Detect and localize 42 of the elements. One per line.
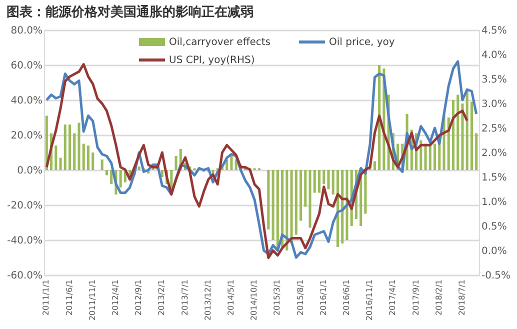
x-tick-label: 2014/10/1 (250, 280, 259, 321)
y-tick-label: 0.0% (17, 166, 42, 176)
x-tick-label: 2016/6/1 (342, 280, 351, 316)
y2-tick-label: 3.0% (482, 99, 507, 110)
legend-label: Oil price, yoy (329, 37, 395, 48)
y2-tick-label: 0.0% (482, 246, 507, 257)
y2-tick-label: 3.5% (482, 74, 507, 86)
y2-tick-label: -0.5% (482, 270, 511, 282)
y2-tick-label: 4.0% (482, 50, 507, 61)
legend-label: US CPI, yoy(RHS) (169, 55, 255, 66)
x-tick-label: 2015/8/1 (296, 280, 305, 316)
y2-tick-label: 2.0% (482, 148, 507, 159)
x-tick-label: 2011/11/1 (88, 280, 97, 321)
x-tick-label: 2018/2/1 (434, 280, 444, 316)
x-tick-label: 2012/9/1 (134, 280, 144, 316)
legend-label: Oil,carryover effects (169, 37, 270, 48)
x-tick-label: 2014/5/1 (226, 280, 236, 316)
y-tick-label: 40.0% (10, 96, 42, 106)
x-tick-label: 2012/4/1 (110, 280, 120, 316)
x-tick-label: 2011/6/1 (64, 280, 74, 316)
y-tick-label: -20.0% (7, 200, 42, 212)
y-tick-label: -40.0% (7, 236, 42, 246)
x-tick-label: 2013/2/1 (157, 280, 166, 316)
y2-tick-label: 1.0% (482, 197, 507, 208)
x-tick-label: 2017/4/1 (388, 280, 398, 316)
x-tick-label: 2018/7/1 (457, 280, 466, 316)
y2-tick-label: 2.5% (482, 124, 507, 134)
x-tick-label: 2016/1/1 (318, 280, 328, 316)
y2-tick-label: 4.5% (482, 26, 507, 36)
y-tick-label: 20.0% (10, 130, 42, 142)
y2-tick-label: 0.5% (482, 222, 507, 232)
x-tick-label: 2011/1/1 (42, 280, 51, 316)
y-tick-label: 80.0% (10, 26, 42, 36)
x-tick-label: 2013/7/1 (180, 280, 190, 316)
x-tick-label: 2017/9/1 (411, 280, 420, 316)
chart-title: 图表：能源价格对美国通胀的影响正在减弱 (6, 4, 254, 20)
x-tick-label: 2016/11/1 (365, 280, 374, 321)
y2-tick-label: 1.5% (482, 172, 507, 184)
y-tick-label: -60.0% (7, 270, 42, 282)
y-tick-label: 60.0% (10, 60, 42, 72)
x-tick-label: 2013/12/1 (203, 280, 212, 321)
x-tick-label: 2015/3/1 (272, 280, 282, 316)
